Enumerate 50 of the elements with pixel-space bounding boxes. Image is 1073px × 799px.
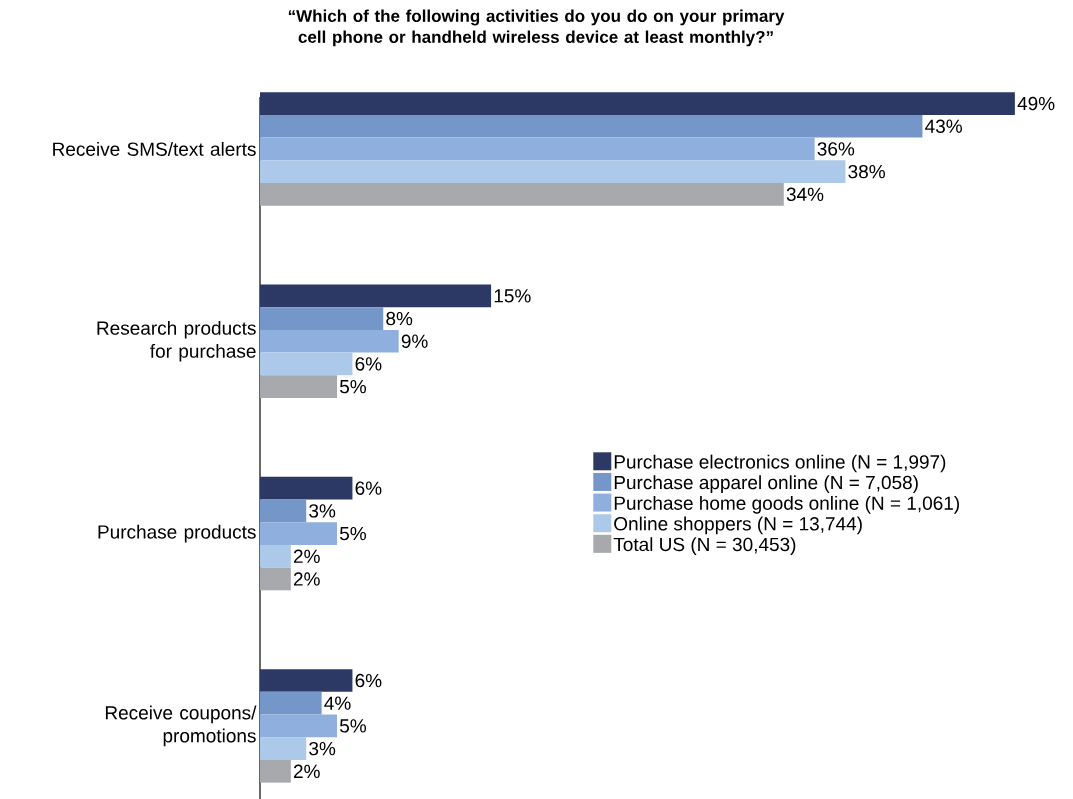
- bar: [260, 544, 291, 568]
- data-label: 49%: [1017, 96, 1055, 111]
- data-label: 9%: [401, 334, 428, 348]
- data-label: 38%: [848, 164, 885, 179]
- data-label: 6%: [355, 673, 382, 688]
- data-label: 36%: [817, 142, 855, 156]
- bar: [260, 307, 384, 330]
- data-label: 5%: [339, 379, 367, 394]
- data-label: 43%: [925, 119, 962, 133]
- bar: [260, 691, 322, 715]
- legend-label: Online shoppers (N = 13,744): [614, 516, 862, 535]
- data-label: 2%: [293, 764, 320, 778]
- data-label: 5%: [339, 719, 367, 733]
- legend-label: Purchase home goods online (N = 1,061): [614, 495, 959, 514]
- data-label: 2%: [293, 549, 320, 563]
- legend-label: Total US (N = 30,453): [613, 537, 796, 555]
- data-label: 34%: [786, 187, 824, 202]
- data-label: 4%: [324, 696, 351, 710]
- bar: [260, 375, 338, 398]
- data-label: 6%: [355, 357, 382, 371]
- bar: [260, 182, 784, 206]
- data-label: 15%: [494, 289, 531, 303]
- data-label: 5%: [339, 526, 367, 541]
- legend-label: Purchase apparel online (N = 7,058): [614, 475, 918, 494]
- bar: [260, 737, 307, 760]
- bar: [260, 567, 291, 591]
- y-tick-label: Research products for purchase: [97, 320, 256, 362]
- bar: [260, 476, 353, 500]
- bar: [260, 522, 338, 545]
- y-tick-label: Purchase products: [98, 524, 256, 543]
- bar: [260, 114, 923, 138]
- data-label: 6%: [355, 481, 382, 495]
- data-label: 8%: [386, 311, 413, 326]
- bar: [260, 499, 307, 523]
- y-tick-label: Receive coupons/ promotions: [105, 705, 257, 747]
- bar: [260, 352, 353, 376]
- data-label: 3%: [309, 504, 336, 518]
- data-label: 2%: [293, 572, 320, 586]
- bar: [260, 284, 492, 308]
- bar: [260, 759, 291, 783]
- bar: [260, 669, 353, 692]
- bar: [260, 329, 399, 353]
- bar: [260, 160, 846, 183]
- chart-title: “Which of the following activities do you do on your primary cell phone or handheld wireless device at least monthly?”: [288, 9, 785, 47]
- bar: [260, 137, 815, 161]
- bar: [260, 714, 338, 738]
- y-tick-label: Receive SMS/text alerts: [53, 141, 256, 156]
- bar: [260, 92, 1015, 115]
- legend-label: Purchase electronics online (N = 1,997): [614, 454, 946, 473]
- data-label: 3%: [309, 741, 336, 756]
